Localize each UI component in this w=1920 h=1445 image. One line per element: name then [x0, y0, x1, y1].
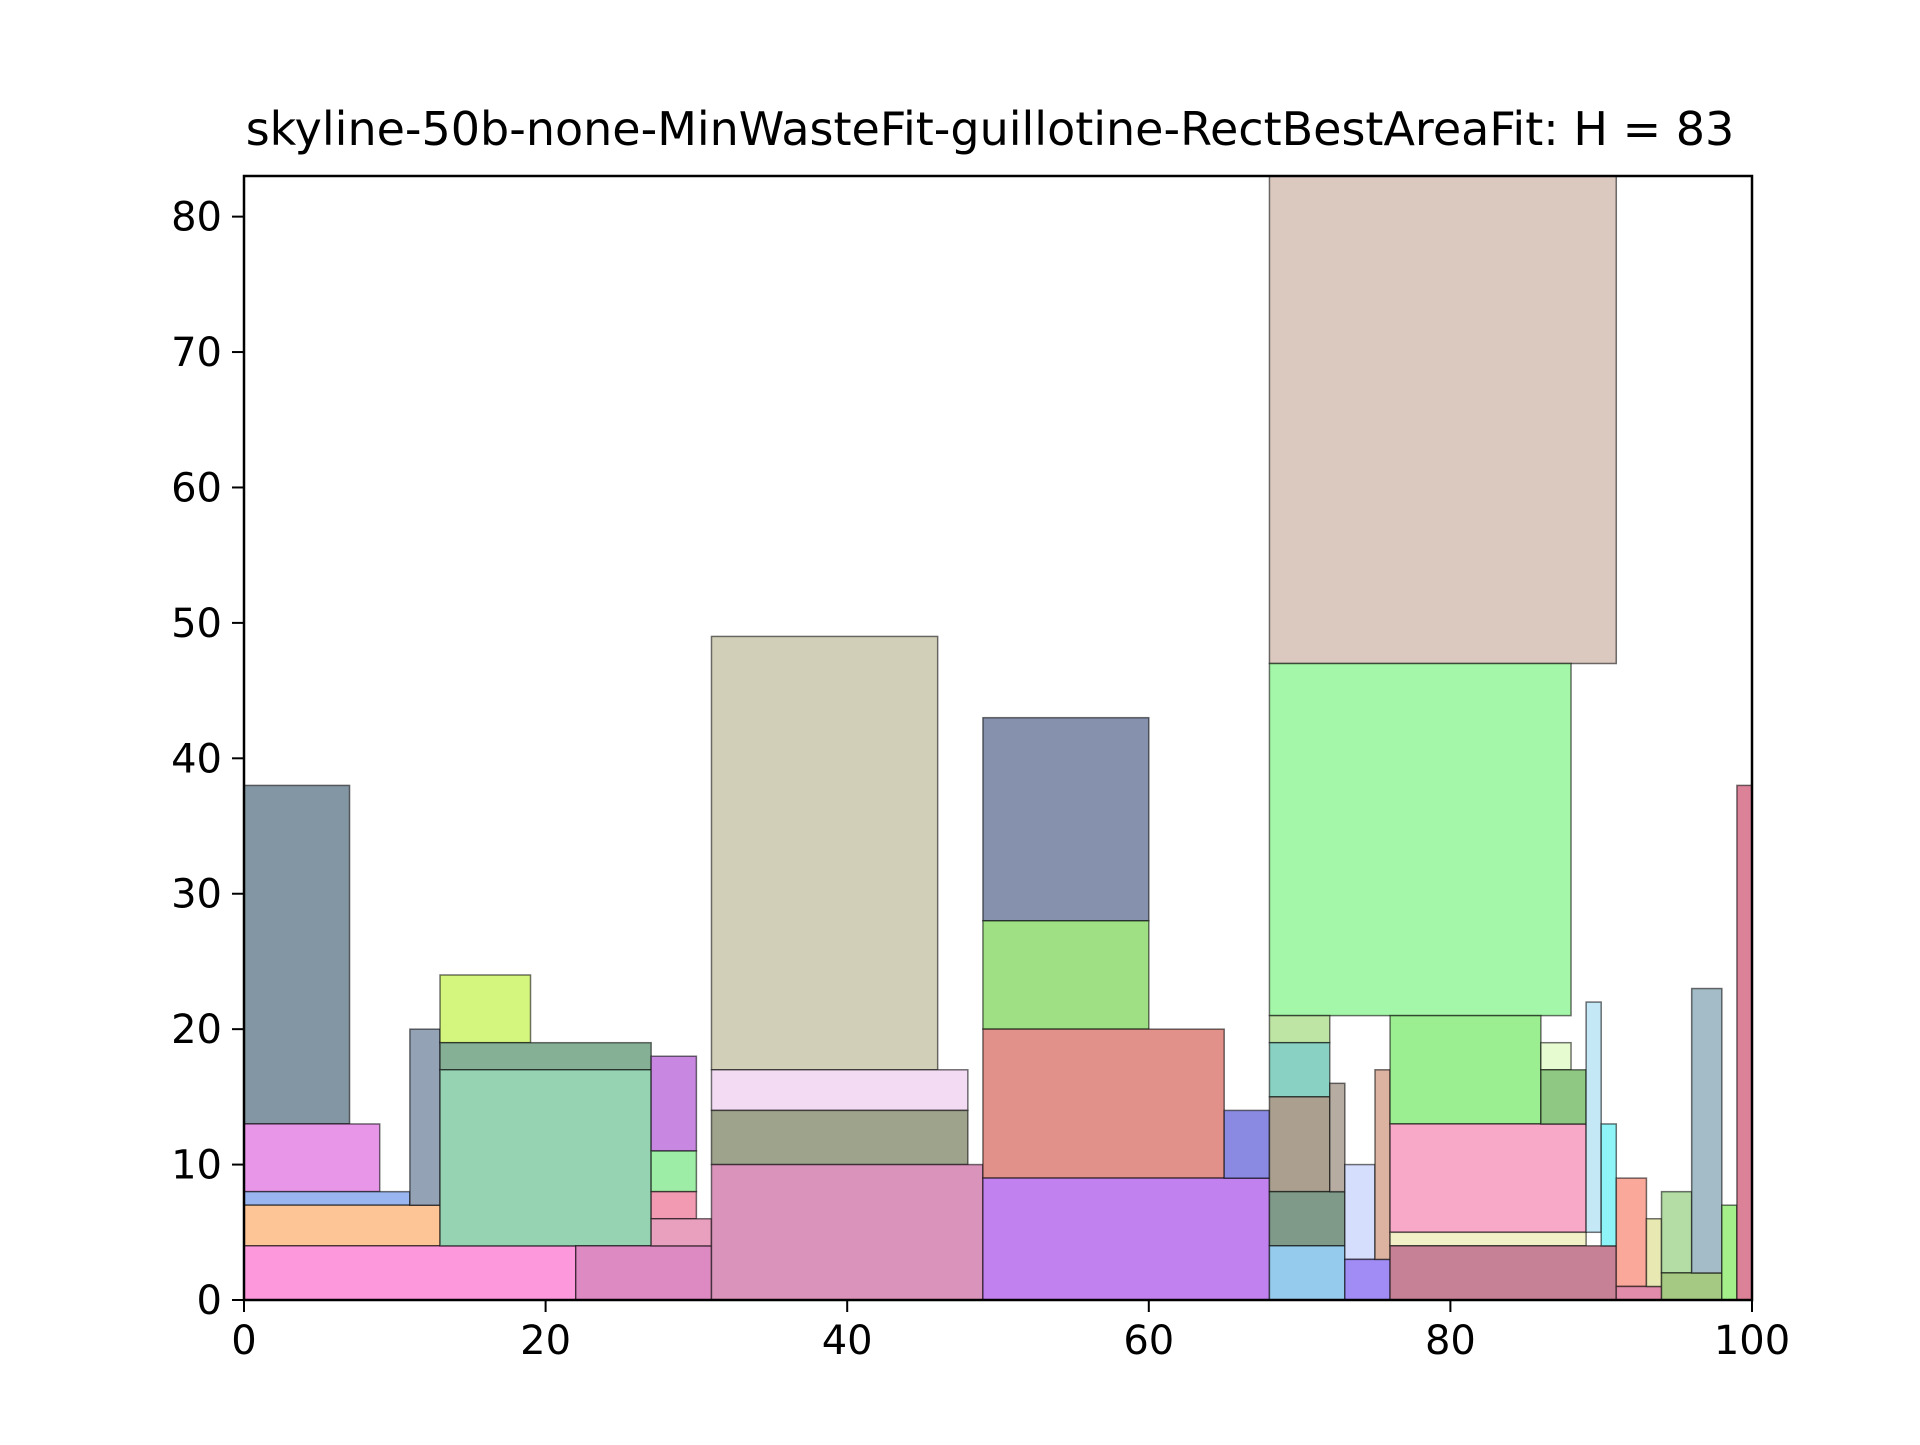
- packed-rect-15: [710, 635, 939, 1071]
- packed-rect-36: [1389, 1123, 1587, 1234]
- packed-rect-8: [439, 1041, 652, 1071]
- axes-frame: [242, 174, 1754, 1302]
- packed-rect-12: [650, 1150, 698, 1193]
- packed-rect-46: [1660, 1190, 1693, 1274]
- y-tick-label-70: 70: [171, 330, 222, 376]
- packed-rect-11: [650, 1055, 698, 1152]
- axes-layer: 0 20 40 60 80 100 0 10 20 30 40 50 60 70 80: [171, 174, 1790, 1364]
- packed-rect-43: [1615, 1177, 1648, 1288]
- packed-rect-30: [1268, 1245, 1346, 1301]
- y-tick-label-30: 30: [171, 872, 222, 918]
- packed-rect-32: [1344, 1163, 1376, 1261]
- packed-rect-34: [1374, 1069, 1391, 1261]
- y-tick-label-60: 60: [171, 465, 222, 511]
- y-tick-label-50: 50: [171, 601, 222, 647]
- packed-rect-5: [243, 1245, 577, 1301]
- y-tick-label-20: 20: [171, 1007, 222, 1053]
- packed-rect-23: [1223, 1109, 1271, 1179]
- packed-rect-9: [439, 1069, 652, 1247]
- packed-rect-14: [650, 1217, 713, 1247]
- y-tick-label-10: 10: [171, 1143, 222, 1189]
- packed-rect-13: [650, 1190, 698, 1220]
- packed-rect-18: [710, 1163, 984, 1301]
- packed-rect-26: [1268, 1014, 1331, 1044]
- packed-rect-20: [982, 920, 1150, 1030]
- packed-rect-45: [1645, 1217, 1663, 1288]
- packed-rect-47: [1660, 1272, 1723, 1301]
- packed-rect-41: [1585, 1001, 1602, 1234]
- packed-rect-38: [1389, 1245, 1618, 1301]
- packed-rect-16: [710, 1069, 969, 1112]
- packed-rect-25: [1268, 662, 1572, 1017]
- packed-rect-22: [982, 1177, 1271, 1301]
- rects-layer: [243, 175, 1753, 1301]
- packed-rect-2: [243, 1123, 381, 1193]
- x-tick-label-40: 40: [822, 1318, 873, 1364]
- packed-rect-29: [1268, 1190, 1346, 1247]
- y-tick-label-0: 0: [197, 1278, 222, 1324]
- packed-rect-48: [1690, 987, 1723, 1274]
- packed-rect-50: [1736, 784, 1753, 1301]
- x-tick-label-0: 0: [231, 1318, 256, 1364]
- packed-rect-42: [1600, 1123, 1618, 1247]
- packed-rect-24: [1268, 175, 1618, 665]
- packed-rect-31: [1329, 1082, 1346, 1193]
- packed-rect-21: [982, 1028, 1225, 1179]
- packed-rect-4: [243, 1204, 441, 1247]
- packed-rect-19: [982, 716, 1150, 922]
- packed-rect-35: [1389, 1014, 1542, 1125]
- packed-rect-49: [1721, 1204, 1738, 1301]
- x-tick-label-20: 20: [520, 1318, 571, 1364]
- packed-rect-27: [1268, 1041, 1331, 1098]
- packed-rect-17: [710, 1109, 969, 1166]
- packed-rect-3: [243, 1190, 411, 1206]
- packed-rect-33: [1344, 1258, 1391, 1301]
- x-tick-label-60: 60: [1123, 1318, 1174, 1364]
- x-tick-label-100: 100: [1714, 1318, 1790, 1364]
- packed-rect-40: [1540, 1069, 1587, 1125]
- packed-rect-28: [1268, 1096, 1331, 1193]
- packed-rect-39: [1540, 1041, 1572, 1071]
- packed-rect-10: [575, 1245, 713, 1301]
- packed-rect-6: [409, 1028, 441, 1206]
- x-tick-label-80: 80: [1425, 1318, 1476, 1364]
- packed-rect-1: [243, 784, 351, 1125]
- packed-rect-37: [1389, 1231, 1587, 1247]
- y-tick-label-80: 80: [171, 195, 222, 241]
- packed-rect-7: [439, 974, 532, 1044]
- y-tick-label-40: 40: [171, 736, 222, 782]
- chart-title: skyline-50b-none-MinWasteFit-guillotine-…: [246, 102, 1735, 156]
- packed-rect-44: [1615, 1285, 1663, 1301]
